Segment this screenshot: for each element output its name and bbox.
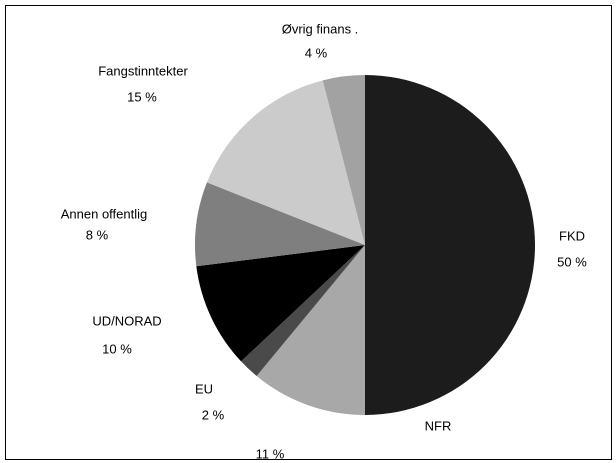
slice-value: 50 % [557,254,587,269]
slice-label: Fangstinntekter [98,63,188,78]
pie-slice [195,182,365,267]
slice-label: UD/NORAD [92,313,161,328]
slice-label: Øvrig finans . [282,21,359,36]
slice-value: 4 % [305,45,328,60]
slice-value: 8 % [86,227,109,242]
pie-slice [196,245,365,362]
pie-slice [241,245,365,376]
pie-slice [322,75,365,245]
pie-slice [256,245,365,415]
slice-value: 15 % [127,89,157,104]
slice-value: 2 % [202,407,225,422]
slice-label: Annen offentlig [61,206,148,221]
slice-value: 11 % [256,446,285,461]
pie-slice [206,80,365,245]
pie-slice [365,75,535,415]
frame [5,5,612,460]
slice-value: 10 % [102,341,132,356]
slice-label: FKD [559,228,585,243]
slice-label: EU [195,381,213,396]
slice-label: NFR [425,418,452,433]
